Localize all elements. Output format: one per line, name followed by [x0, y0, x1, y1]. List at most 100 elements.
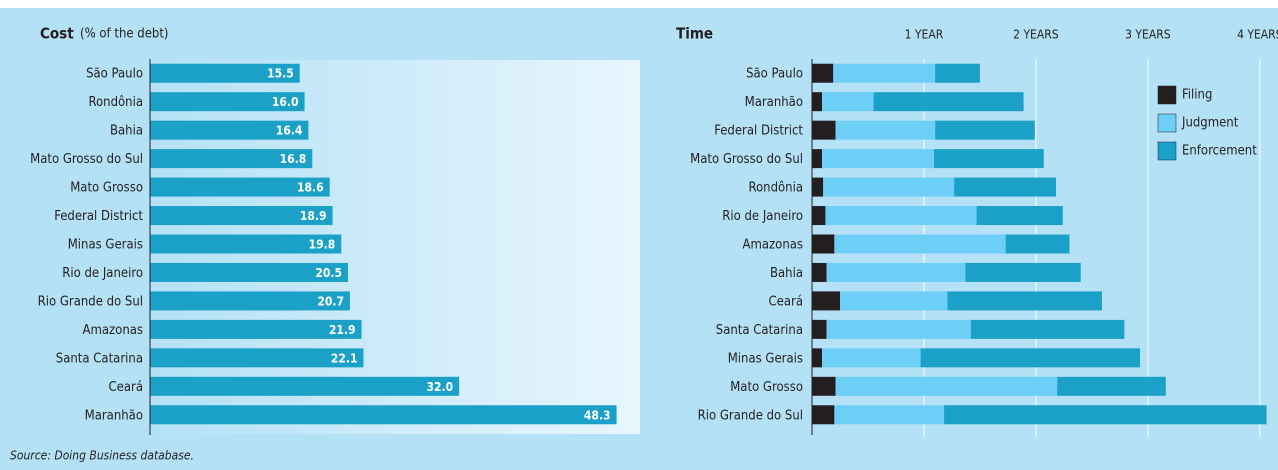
y-tick-label: Mato Grosso — [730, 380, 803, 395]
bar-segment — [954, 177, 1057, 197]
data-label: 15.5 — [267, 67, 294, 81]
bar-segment — [812, 291, 840, 311]
data-label: 20.7 — [317, 294, 344, 308]
data-label: 18.6 — [297, 181, 324, 195]
y-tick-label: Rio de Janeiro — [62, 266, 143, 281]
bar-segment — [835, 120, 936, 140]
bar-segment — [947, 291, 1102, 311]
bar-segment — [812, 234, 835, 254]
data-label: 19.8 — [309, 238, 336, 252]
bar-segment — [822, 149, 935, 169]
y-tick-label: Rio de Janeiro — [722, 209, 803, 224]
bar-segment — [944, 405, 1267, 425]
bar — [150, 376, 460, 396]
data-label: 48.3 — [584, 408, 611, 422]
y-tick-label: Ceará — [768, 294, 803, 309]
bar — [150, 348, 364, 368]
bar-segment — [812, 206, 826, 226]
chart-subtitle: (% of the debt) — [80, 27, 168, 42]
legend-label: Enforcement — [1182, 144, 1257, 159]
x-tick-label: 2 YEARS — [1013, 28, 1059, 42]
y-tick-label: Mato Grosso do Sul — [30, 152, 143, 167]
x-tick-label: 4 YEARS — [1237, 28, 1278, 42]
bar-segment — [935, 63, 980, 83]
y-tick-label: Ceará — [108, 380, 143, 395]
bar — [150, 177, 330, 197]
bar-segment — [935, 120, 1035, 140]
bar-segment — [920, 348, 1141, 368]
legend-label: Judgment — [1181, 116, 1239, 131]
y-tick-label: Mato Grosso — [70, 181, 143, 196]
y-tick-label: Rondônia — [748, 181, 803, 196]
bar-segment — [965, 262, 1081, 282]
data-label: 16.4 — [276, 124, 303, 138]
bar — [150, 92, 305, 112]
y-tick-label: Rio Grande do Sul — [38, 294, 143, 309]
bar-segment — [834, 405, 945, 425]
bar-segment — [970, 319, 1125, 339]
bar-segment — [823, 177, 955, 197]
bar-segment — [812, 92, 823, 112]
x-tick-label: 1 YEAR — [905, 28, 944, 42]
bar-segment — [826, 262, 966, 282]
y-tick-label: Amazonas — [82, 323, 143, 338]
data-label: 21.9 — [329, 323, 356, 337]
bar-segment — [825, 206, 977, 226]
bar-segment — [826, 319, 971, 339]
bar-segment — [812, 405, 835, 425]
bar-segment — [833, 63, 936, 83]
y-tick-label: Federal District — [714, 124, 803, 139]
bar-segment — [834, 234, 1006, 254]
bar-segment — [812, 319, 827, 339]
bar-segment — [812, 120, 836, 140]
legend-swatch — [1157, 113, 1177, 133]
data-label: 22.1 — [331, 351, 358, 365]
bar-segment — [835, 376, 1058, 396]
legend-label: Filing — [1182, 88, 1212, 103]
data-label: 16.0 — [272, 95, 299, 109]
y-tick-label: Mato Grosso do Sul — [690, 152, 803, 167]
y-tick-label: São Paulo — [86, 67, 143, 82]
bar-segment — [812, 348, 823, 368]
bar-segment — [976, 206, 1063, 226]
bar — [150, 120, 309, 140]
legend-swatch — [1157, 85, 1177, 105]
chart-title: Cost — [40, 25, 74, 43]
data-label: 32.0 — [426, 380, 453, 394]
bar — [150, 149, 313, 169]
y-tick-label: Federal District — [54, 209, 143, 224]
bar — [150, 319, 362, 339]
data-label: 18.9 — [300, 209, 327, 223]
bar-segment — [839, 291, 948, 311]
bar-segment — [1057, 376, 1166, 396]
y-tick-label: Minas Gerais — [68, 238, 143, 253]
bar — [150, 63, 300, 83]
bar-segment — [822, 92, 874, 112]
y-tick-label: Maranhão — [85, 408, 143, 423]
data-label: 20.5 — [315, 266, 342, 280]
bar-segment — [812, 149, 823, 169]
legend-swatch — [1157, 141, 1177, 161]
bar-segment — [812, 63, 834, 83]
x-tick-label: 3 YEARS — [1125, 28, 1171, 42]
y-tick-label: Bahia — [770, 266, 803, 281]
y-tick-label: Rondônia — [88, 95, 143, 110]
bar-segment — [873, 92, 1024, 112]
bar — [150, 234, 342, 254]
bar — [150, 262, 349, 282]
bar-segment — [822, 348, 921, 368]
y-tick-label: Maranhão — [745, 95, 803, 110]
top-strip — [0, 0, 1278, 8]
bar — [150, 206, 333, 226]
bar-segment — [812, 376, 836, 396]
y-tick-label: Rio Grande do Sul — [698, 408, 803, 423]
bar — [150, 405, 617, 425]
chart-title: Time — [676, 25, 713, 43]
bar-segment — [934, 149, 1044, 169]
y-tick-label: Amazonas — [742, 238, 803, 253]
bar-segment — [1005, 234, 1070, 254]
y-tick-label: Minas Gerais — [728, 351, 803, 366]
bar-segment — [812, 177, 824, 197]
y-tick-label: Santa Catarina — [56, 351, 143, 366]
